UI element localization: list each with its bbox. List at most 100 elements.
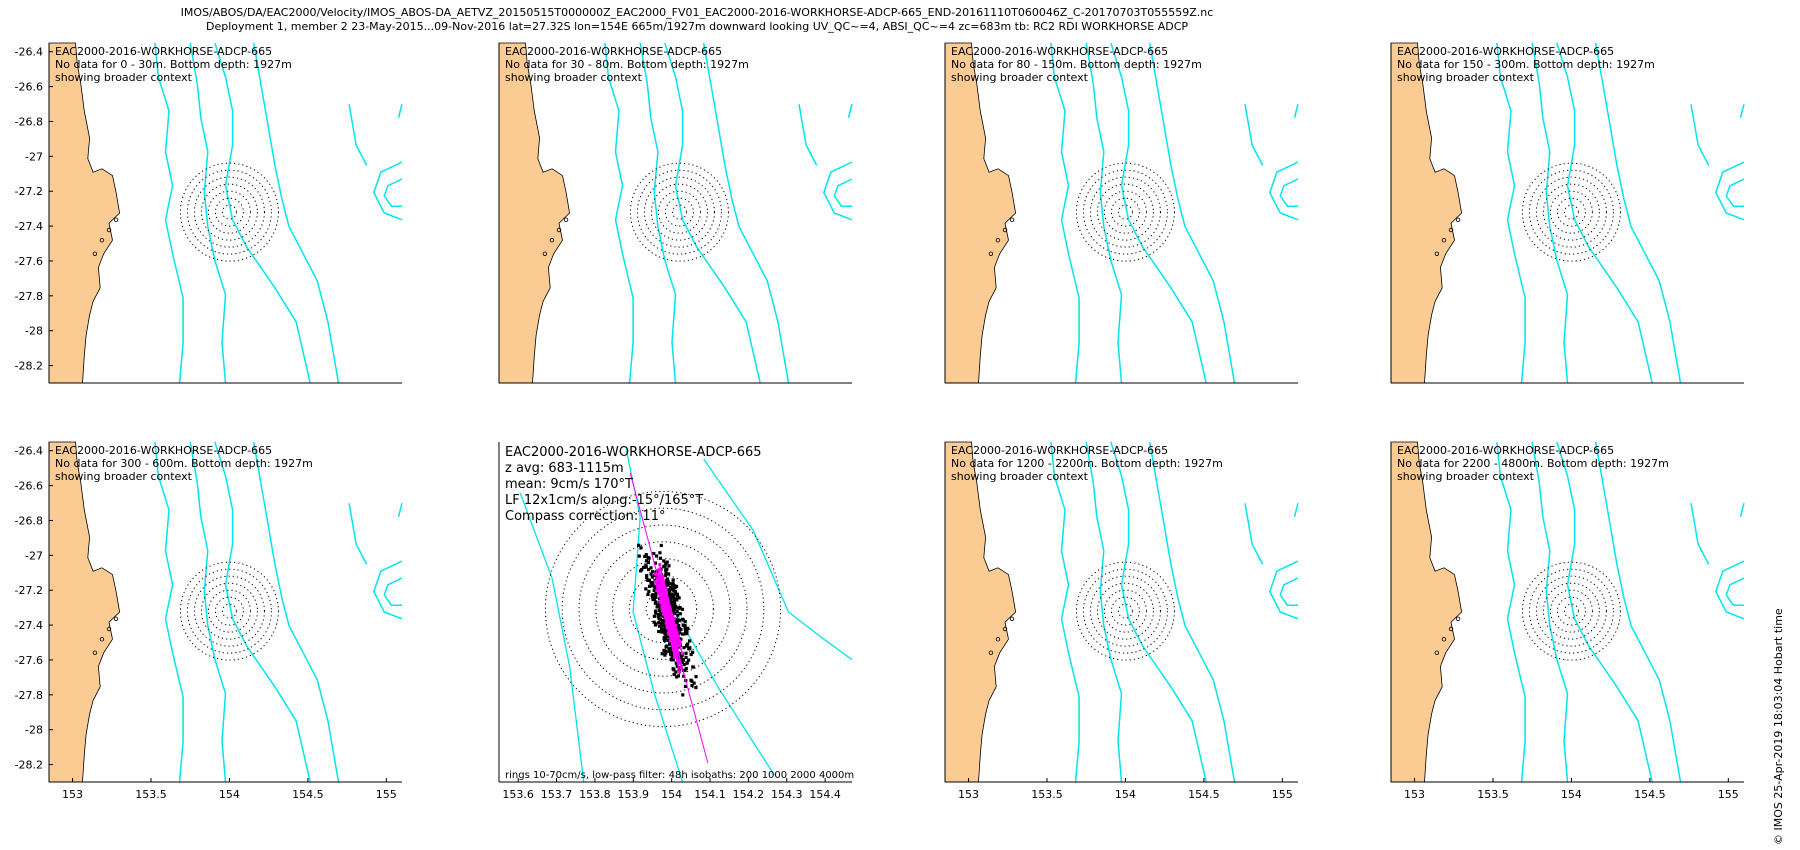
panel-text-line: Compass correction: 11° xyxy=(505,509,665,524)
velocity-point xyxy=(664,561,668,566)
velocity-point xyxy=(662,620,666,625)
panel-text-line: showing broader context xyxy=(1397,71,1535,84)
panel-text-line: EAC2000-2016-WORKHORSE-ADCP-665 xyxy=(1397,45,1614,58)
isobath-line xyxy=(1594,441,1682,783)
panel-text-line: EAC2000-2016-WORKHORSE-ADCP-665 xyxy=(55,444,272,457)
x-tick-label: 153 xyxy=(62,788,83,801)
velocity-point xyxy=(683,627,687,631)
velocity-point xyxy=(653,584,657,588)
velocity-point xyxy=(675,609,679,613)
velocity-point xyxy=(691,665,695,669)
velocity-point xyxy=(637,543,641,547)
velocity-point xyxy=(676,618,680,622)
velocity-point xyxy=(658,556,663,560)
velocity-point xyxy=(664,629,668,633)
velocity-point xyxy=(654,611,658,615)
x-tick-label: 153.5 xyxy=(1477,788,1509,801)
panel-text-line: LF 12x1cm/s along:-15°/165°T xyxy=(505,493,703,508)
velocity-point xyxy=(681,618,686,622)
isobath-line xyxy=(348,503,368,565)
velocity-point xyxy=(667,581,672,586)
x-tick-label: 153.6 xyxy=(502,788,534,801)
velocity-point xyxy=(672,612,677,616)
isobath-line xyxy=(1279,178,1299,207)
velocity-point xyxy=(668,646,672,650)
velocity-point xyxy=(671,578,675,582)
principal-axis-line xyxy=(629,472,709,764)
velocity-point xyxy=(685,631,689,636)
velocity-point xyxy=(684,667,688,671)
speed-ring xyxy=(629,162,729,262)
island-marker xyxy=(563,217,569,222)
isobath-line xyxy=(1496,441,1526,783)
velocity-point xyxy=(684,651,688,655)
land-area xyxy=(48,441,121,783)
velocity-point xyxy=(645,559,649,563)
isobath-line xyxy=(822,161,853,221)
velocity-point xyxy=(667,564,671,568)
isobath-line xyxy=(1279,577,1299,606)
velocity-point xyxy=(664,633,668,637)
panel-6: 153.6 153.7 153.8 153.9 154 154.1 154.2 154.3 15… xyxy=(498,442,854,801)
velocity-point xyxy=(663,563,667,568)
panel-text-line: No data for 1200 - 2200m. Bottom depth: … xyxy=(951,457,1223,470)
velocity-point xyxy=(675,664,679,668)
panel-text-line: showing broader context xyxy=(55,71,193,84)
panel-grid: -26.4 -26.6 -26.8 -27 -27.2 -27.4 -27.6 -27.8 -2… xyxy=(15,42,1745,801)
panel-text-line: EAC2000-2016-WORKHORSE-ADCP-665 xyxy=(1397,444,1614,457)
velocity-point xyxy=(668,593,673,597)
isobath-line xyxy=(1268,161,1299,221)
velocity-point xyxy=(666,635,671,639)
velocity-point xyxy=(644,587,648,591)
y-tick-label: -26.8 xyxy=(15,115,43,128)
speed-ring xyxy=(1563,603,1579,619)
velocity-point xyxy=(652,551,656,556)
velocity-point xyxy=(666,588,670,592)
velocity-point xyxy=(685,628,689,632)
isobath-line xyxy=(154,42,184,384)
island-marker xyxy=(556,227,562,233)
velocity-point xyxy=(672,607,676,611)
velocity-point xyxy=(662,629,667,633)
isobath-line xyxy=(1148,42,1236,384)
y-tick-label: -27.2 xyxy=(15,584,43,597)
velocity-point xyxy=(663,574,668,578)
panel-text-line: No data for 80 - 150m. Bottom depth: 192… xyxy=(951,58,1202,71)
isobath-line xyxy=(214,441,311,783)
island-marker xyxy=(99,237,105,243)
speed-ring xyxy=(1096,582,1154,640)
y-tick-label: -27 xyxy=(25,150,43,163)
isobath-line xyxy=(1556,441,1653,783)
x-tick-label: 155 xyxy=(1272,788,1293,801)
isobath-line xyxy=(252,441,340,783)
velocity-point xyxy=(651,581,655,585)
speed-ring xyxy=(1563,204,1579,220)
island-marker xyxy=(106,227,112,233)
panel-8: 153 153.5 154 154.5 155 EAC2000-2016-WORKHORS… xyxy=(1390,441,1745,801)
velocity-point xyxy=(692,681,696,685)
velocity-point xyxy=(672,599,676,604)
velocity-point xyxy=(666,638,670,643)
speed-ring xyxy=(1117,204,1133,220)
panel-text-line: EAC2000-2016-WORKHORSE-ADCP-665 xyxy=(505,45,722,58)
lowpass-trajectory xyxy=(654,573,664,611)
speed-ring xyxy=(179,561,279,661)
velocity-point xyxy=(691,650,695,654)
speed-ring xyxy=(1103,589,1147,633)
velocity-point xyxy=(666,580,670,584)
velocity-point xyxy=(671,596,675,600)
isobath-line xyxy=(1725,577,1745,606)
island-marker xyxy=(1448,626,1454,632)
island-marker xyxy=(1009,616,1015,621)
velocity-point xyxy=(674,584,679,589)
speed-ring xyxy=(1542,582,1600,640)
speed-ring xyxy=(221,603,237,619)
velocity-point xyxy=(689,652,693,657)
land-area xyxy=(944,42,1017,384)
isobath-line xyxy=(1050,42,1080,384)
velocity-point xyxy=(663,631,667,635)
velocity-point xyxy=(675,675,679,679)
velocity-point xyxy=(664,649,668,653)
velocity-point xyxy=(664,571,668,575)
